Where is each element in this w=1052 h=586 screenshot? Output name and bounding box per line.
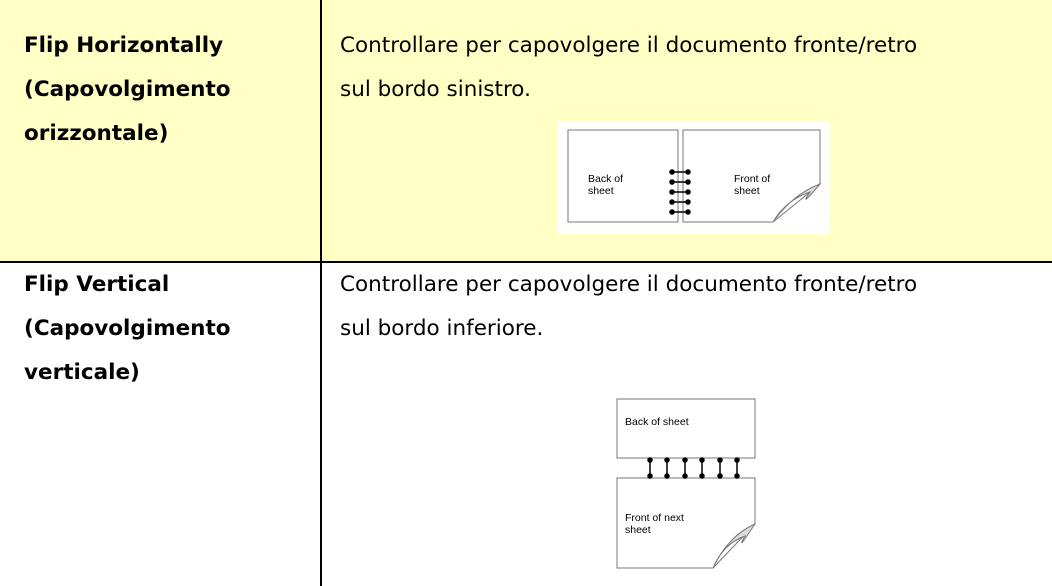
figure-label: sheet xyxy=(734,185,760,197)
page-curl xyxy=(772,182,822,223)
row-label: (Capovolgimento xyxy=(24,77,231,102)
figure-label: Back of sheet xyxy=(625,416,689,428)
rings xyxy=(647,457,740,479)
page-curl xyxy=(712,522,757,569)
description: Controllare per capovolgere il documento… xyxy=(340,33,918,58)
row-divider xyxy=(0,261,1052,263)
figure-label: sheet xyxy=(625,524,651,536)
sheet xyxy=(567,129,679,223)
figure-vertical: Back of sheet Front of next sheet xyxy=(616,398,757,569)
rings xyxy=(669,169,691,215)
description: Controllare per capovolgere il documento… xyxy=(340,272,918,297)
sheet xyxy=(682,129,821,223)
description: sul bordo inferiore. xyxy=(340,316,544,341)
row-label: (Capovolgimento xyxy=(24,316,231,341)
row-label: Flip Horizontally xyxy=(24,33,224,58)
column-divider xyxy=(320,0,322,586)
row-label: orizzontale) xyxy=(24,121,169,146)
figure-label: Front of xyxy=(734,173,770,185)
figure-label: Back of xyxy=(588,173,623,185)
row-label: Flip Vertical xyxy=(24,272,170,297)
figure-horizontal: Back of sheet Front of sheet xyxy=(558,122,830,234)
description: sul bordo sinistro. xyxy=(340,77,531,102)
row-label: verticale) xyxy=(24,360,140,385)
figure-label: Front of next xyxy=(625,512,684,524)
row-background xyxy=(0,0,1052,262)
sheet xyxy=(616,477,756,569)
sheet xyxy=(616,398,756,459)
figure-label: sheet xyxy=(588,185,614,197)
